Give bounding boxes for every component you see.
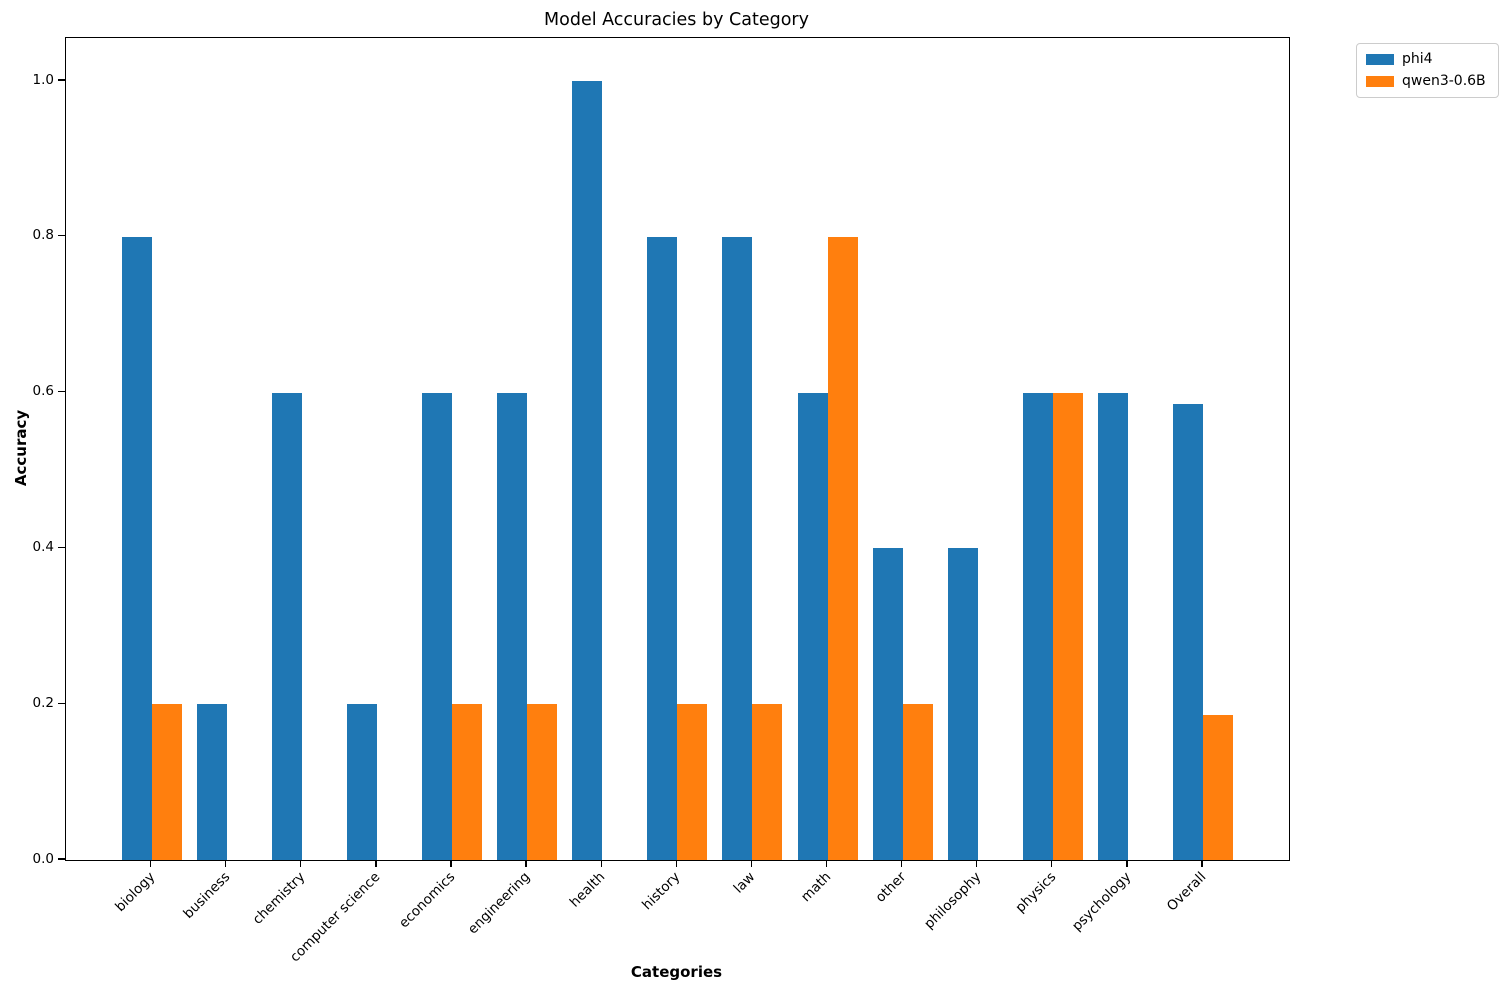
x-axis-label: Categories <box>630 963 723 981</box>
y-tick-0.4 <box>58 546 65 549</box>
bar-phi4-overall <box>1173 403 1203 860</box>
x-tick-chemistry <box>300 860 302 867</box>
legend-swatch-qwen3-0.6B <box>1366 75 1394 88</box>
x-tick-computer-science <box>375 860 377 867</box>
x-tick-history <box>675 860 677 867</box>
x-tick-business <box>225 860 227 867</box>
legend: phi4 qwen3-0.6B <box>1356 43 1499 98</box>
bar-phi4-chemistry <box>271 392 302 860</box>
y-tick-1.0 <box>58 79 65 81</box>
bar-qwen3-0-6b-physics <box>1052 392 1083 860</box>
x-tick-biology <box>149 860 152 867</box>
chart-title: Model Accuracies by Category <box>544 10 809 30</box>
legend-item-qwen3-0.6B: qwen3-0.6B <box>1366 73 1486 90</box>
bar-qwen3-0-6b-engineering <box>527 704 558 860</box>
bar-qwen3-0-6b-history <box>677 704 708 860</box>
bar-phi4-biology <box>121 236 152 860</box>
y-tick-label-1.0: 1.0 <box>32 71 54 88</box>
y-tick-0.2 <box>58 702 65 704</box>
x-tick-math <box>825 860 828 867</box>
plot-area <box>65 37 1290 861</box>
y-tick-label-0.0: 0.0 <box>32 850 54 867</box>
legend-item-phi4: phi4 <box>1366 51 1486 68</box>
bar-qwen3-0-6b-math <box>827 236 858 860</box>
bar-phi4-economics <box>422 392 452 860</box>
bar-phi4-computer-science <box>346 704 377 860</box>
bar-phi4-engineering <box>497 392 528 860</box>
y-tick-0.6 <box>58 390 65 393</box>
bar-phi4-law <box>722 236 753 860</box>
bar-phi4-other <box>872 548 903 860</box>
bar-qwen3-0-6b-other <box>902 704 933 860</box>
bar-phi4-philosophy <box>947 548 978 860</box>
legend-label-qwen3-0.6B: qwen3-0.6B <box>1402 73 1486 89</box>
bar-phi4-physics <box>1022 392 1053 860</box>
x-tick-economics <box>450 860 452 867</box>
bar-phi4-health <box>572 81 603 860</box>
y-tick-0.0 <box>58 858 65 860</box>
y-tick-0.8 <box>58 235 65 237</box>
y-tick-label-0.6: 0.6 <box>32 383 54 400</box>
bar-phi4-math <box>797 392 828 860</box>
bar-qwen3-0-6b-biology <box>151 704 182 860</box>
bar-qwen3-0-6b-economics <box>452 704 482 860</box>
x-tick-other <box>900 860 903 867</box>
legend-label-phi4: phi4 <box>1402 51 1433 67</box>
y-axis-label: Accuracy <box>12 409 30 487</box>
bar-qwen3-0-6b-law <box>752 704 783 860</box>
x-tick-law <box>750 860 753 867</box>
x-tick-psychology <box>1126 860 1128 867</box>
bar-qwen3-0-6b-overall <box>1203 715 1233 860</box>
y-tick-label-0.4: 0.4 <box>32 538 54 555</box>
x-tick-philosophy <box>976 860 978 867</box>
y-tick-label-0.8: 0.8 <box>32 227 54 244</box>
bar-phi4-business <box>196 704 227 860</box>
x-tick-health <box>600 860 602 867</box>
y-tick-label-0.2: 0.2 <box>32 694 54 711</box>
x-tick-engineering <box>525 860 527 867</box>
x-tick-physics <box>1051 860 1053 867</box>
bar-phi4-psychology <box>1097 392 1128 860</box>
legend-swatch-phi4 <box>1366 53 1394 66</box>
bar-phi4-history <box>647 236 678 860</box>
x-tick-overall <box>1201 860 1203 867</box>
